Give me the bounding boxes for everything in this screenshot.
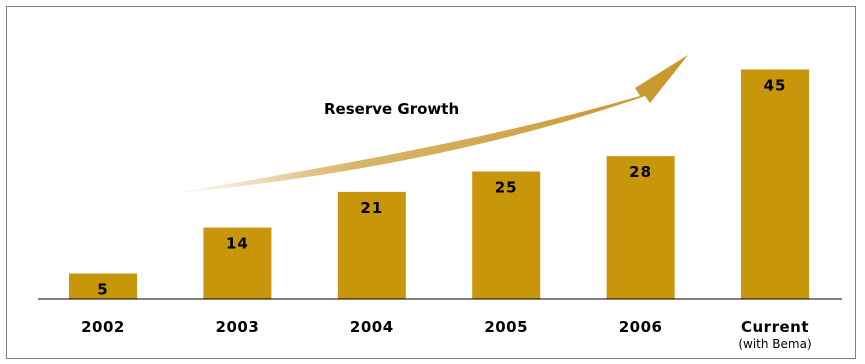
bar-2006 xyxy=(606,156,675,299)
bar-value-label: 45 xyxy=(764,77,787,95)
bar-2002 xyxy=(69,273,137,299)
growth-arrow-label: Reserve Growth xyxy=(324,100,459,118)
x-tick-label: 2005 xyxy=(484,318,528,336)
bar-2003 xyxy=(203,227,272,299)
bar-2005 xyxy=(472,171,541,299)
bar-2004 xyxy=(337,191,406,299)
x-tick-label: 2006 xyxy=(619,318,663,336)
bar-value-label: 28 xyxy=(629,163,652,181)
bar-value-label: 14 xyxy=(226,235,249,253)
bar-value-label: 21 xyxy=(360,199,383,217)
x-tick-label: 2003 xyxy=(216,318,260,336)
bar-value-label: 5 xyxy=(97,281,108,299)
x-tick-label: 2004 xyxy=(350,318,394,336)
x-tick-sublabel: (with Bema) xyxy=(738,337,811,351)
x-tick-label: Current xyxy=(741,318,809,336)
x-tick-label: 2002 xyxy=(81,318,125,336)
chart-frame xyxy=(6,6,856,359)
bar-current xyxy=(741,69,809,299)
bar-value-label: 25 xyxy=(495,179,518,197)
